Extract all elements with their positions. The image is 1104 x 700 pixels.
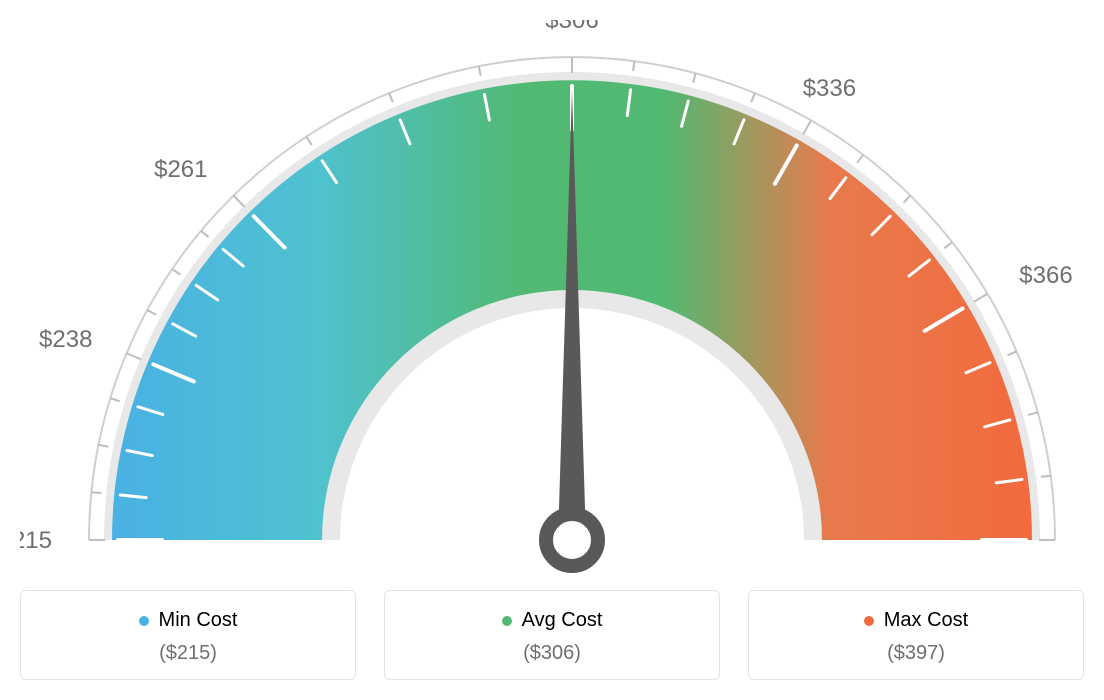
- legend-card-max: Max Cost ($397): [748, 590, 1084, 680]
- svg-text:$336: $336: [803, 75, 856, 102]
- legend-avg-label: Avg Cost: [522, 609, 603, 632]
- legend-card-avg: Avg Cost ($306): [384, 590, 720, 680]
- legend-max-value: ($397): [759, 642, 1073, 665]
- legend-dot-max: [864, 616, 874, 626]
- legend-row: Min Cost ($215) Avg Cost ($306) Max Cost…: [20, 590, 1084, 680]
- cost-gauge: $215$238$261$306$336$366$397: [20, 20, 1084, 580]
- svg-text:$215: $215: [20, 527, 52, 554]
- legend-dot-avg: [502, 616, 512, 626]
- svg-text:$238: $238: [39, 326, 92, 353]
- svg-text:$261: $261: [154, 156, 207, 183]
- legend-min-value: ($215): [31, 642, 345, 665]
- svg-text:$306: $306: [545, 20, 598, 34]
- legend-min-label: Min Cost: [159, 609, 238, 632]
- svg-text:$366: $366: [1019, 262, 1072, 289]
- legend-card-min: Min Cost ($215): [20, 590, 356, 680]
- legend-max-label: Max Cost: [884, 609, 968, 632]
- legend-avg-value: ($306): [395, 642, 709, 665]
- legend-dot-min: [139, 616, 149, 626]
